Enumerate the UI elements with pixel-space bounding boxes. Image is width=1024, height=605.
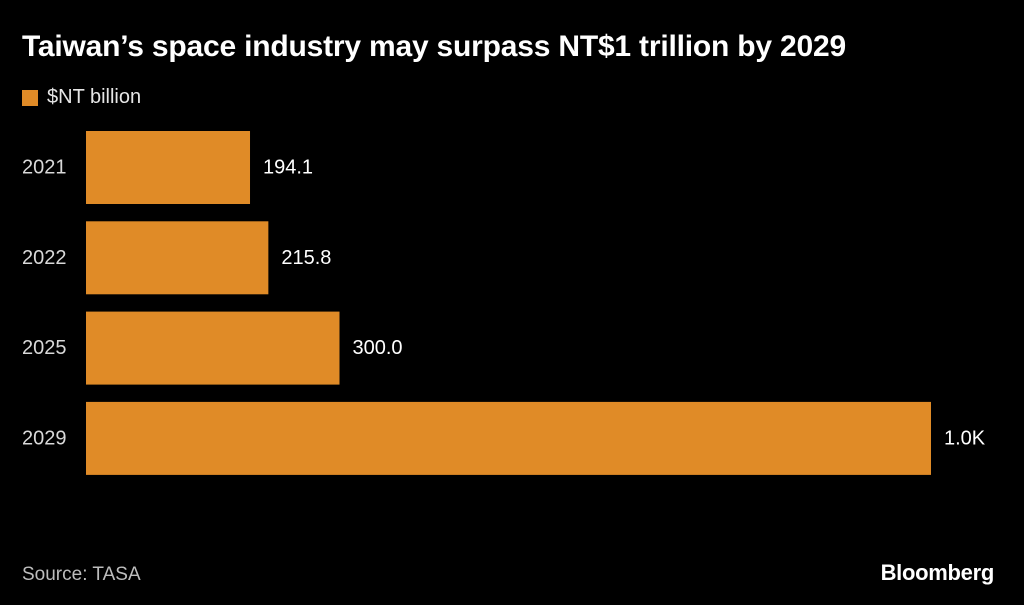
bar-2029 (86, 401, 931, 475)
category-label-2021: 2021 (22, 157, 67, 179)
bar-2021 (86, 131, 251, 204)
value-label-2021: 194.1 (263, 157, 313, 179)
category-label-2022: 2022 (22, 247, 67, 269)
bloomberg-logo: Bloomberg (880, 560, 995, 585)
value-label-2022: 215.8 (281, 247, 331, 269)
value-label-2025: 300.0 (353, 337, 403, 359)
category-label-2029: 2029 (22, 427, 67, 449)
legend-swatch (22, 89, 38, 106)
legend-label: $NT billion (47, 86, 142, 108)
value-label-2029: 1.0K (944, 427, 986, 449)
category-label-2025: 2025 (22, 337, 67, 359)
source-note: Source: TASA (22, 564, 141, 585)
legend: $NT billion (22, 86, 141, 109)
chart-title: Taiwan’s space industry may surpass NT$1… (22, 30, 846, 63)
bar-2025 (86, 311, 340, 385)
bar-2022 (86, 221, 269, 295)
